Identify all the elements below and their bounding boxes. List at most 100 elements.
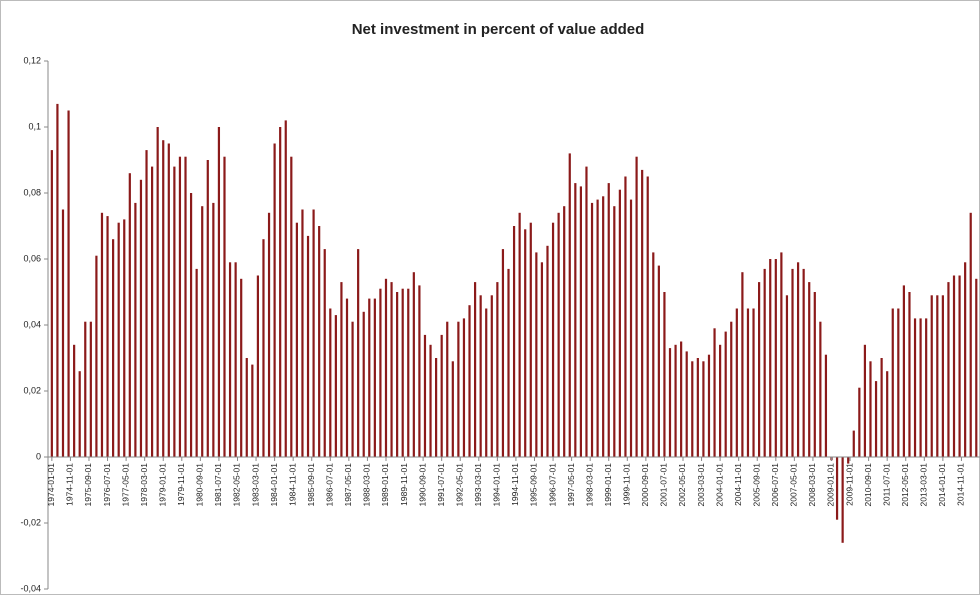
x-tick-label: 1984-11-01 bbox=[287, 463, 297, 506]
bar bbox=[941, 295, 944, 457]
x-tick-label: 2008-03-01 bbox=[807, 463, 817, 507]
x-tick-label: 1979-01-01 bbox=[157, 463, 167, 507]
bar bbox=[557, 212, 560, 457]
bar bbox=[273, 143, 276, 457]
x-tick-label: 1995-09-01 bbox=[529, 463, 539, 507]
bar bbox=[334, 315, 337, 457]
bar bbox=[969, 212, 972, 457]
x-tick-label: 1989-11-01 bbox=[399, 463, 409, 506]
bar bbox=[462, 318, 466, 457]
bar bbox=[975, 278, 978, 457]
bar bbox=[713, 328, 716, 457]
bar bbox=[396, 292, 399, 457]
bar bbox=[390, 282, 393, 457]
bar bbox=[357, 249, 360, 457]
bar bbox=[73, 344, 76, 457]
bar bbox=[663, 292, 666, 457]
bar bbox=[668, 348, 672, 457]
bar bbox=[936, 295, 939, 457]
x-tick-label: 2006-07-01 bbox=[770, 463, 780, 507]
bar bbox=[607, 183, 610, 457]
bar bbox=[195, 268, 198, 457]
bar bbox=[100, 212, 104, 457]
x-tick-label: 2002-05-01 bbox=[677, 463, 687, 507]
bar bbox=[618, 189, 621, 457]
bar bbox=[84, 321, 87, 457]
bar bbox=[61, 209, 65, 457]
bar bbox=[184, 156, 187, 457]
bar bbox=[217, 127, 221, 457]
bar bbox=[167, 143, 170, 457]
bar bbox=[451, 361, 454, 457]
bar bbox=[930, 295, 933, 457]
y-tick-label: 0,02 bbox=[23, 385, 41, 395]
bar bbox=[496, 282, 499, 457]
bar bbox=[373, 298, 376, 457]
x-tick-label: 1998-03-01 bbox=[584, 463, 594, 507]
bar bbox=[178, 156, 182, 457]
bar bbox=[919, 318, 922, 457]
bar bbox=[435, 358, 438, 457]
bar bbox=[652, 252, 655, 457]
bar bbox=[902, 285, 905, 457]
bar bbox=[78, 371, 81, 457]
x-tick-label: 2009-11-01 bbox=[844, 463, 854, 506]
bar bbox=[685, 351, 688, 457]
x-tick-label: 2005-09-01 bbox=[751, 463, 761, 507]
x-tick-label: 1981-07-01 bbox=[213, 463, 223, 507]
bar bbox=[824, 354, 828, 457]
bar bbox=[769, 259, 772, 457]
bar bbox=[841, 457, 844, 543]
bar bbox=[95, 255, 98, 457]
bar bbox=[67, 110, 70, 457]
bar bbox=[741, 272, 744, 457]
bar bbox=[362, 311, 365, 457]
bar bbox=[791, 268, 794, 457]
x-tick-label: 1999-11-01 bbox=[622, 463, 632, 506]
bar bbox=[345, 298, 349, 457]
bar bbox=[128, 173, 131, 457]
bar bbox=[813, 292, 816, 457]
bar bbox=[340, 282, 343, 457]
bar bbox=[691, 361, 694, 457]
bar bbox=[429, 344, 432, 457]
bar bbox=[752, 308, 755, 457]
bar bbox=[635, 156, 638, 457]
bar bbox=[329, 308, 332, 457]
bar bbox=[418, 285, 421, 457]
bar bbox=[863, 344, 867, 457]
x-tick-label: 2009-01-01 bbox=[826, 463, 836, 507]
x-tick-label: 2011-07-01 bbox=[881, 463, 891, 506]
bar bbox=[674, 344, 677, 457]
x-tick-label: 2003-03-01 bbox=[696, 463, 706, 507]
bar bbox=[507, 268, 510, 457]
x-tick-label: 2007-05-01 bbox=[789, 463, 799, 507]
bar bbox=[518, 212, 521, 457]
bar bbox=[657, 265, 660, 457]
bar bbox=[290, 156, 293, 457]
bar bbox=[351, 321, 354, 457]
bar bbox=[112, 239, 115, 457]
bar bbox=[440, 334, 443, 457]
bar bbox=[724, 331, 727, 457]
x-tick-label: 1999-01-01 bbox=[603, 463, 613, 507]
x-tick-label: 1980-09-01 bbox=[195, 463, 205, 507]
bar bbox=[680, 341, 683, 457]
bar bbox=[613, 206, 616, 457]
bar bbox=[719, 344, 722, 457]
bar bbox=[501, 249, 505, 457]
x-tick-label: 1996-07-01 bbox=[547, 463, 557, 507]
bar bbox=[479, 295, 482, 457]
bar bbox=[774, 259, 777, 457]
y-tick-label: 0 bbox=[36, 451, 41, 461]
bar bbox=[707, 354, 711, 457]
bar bbox=[284, 120, 287, 458]
bar bbox=[646, 176, 649, 457]
y-tick-label: 0,12 bbox=[23, 55, 41, 65]
bar bbox=[306, 235, 310, 457]
bar bbox=[323, 249, 326, 457]
bar bbox=[379, 288, 382, 457]
x-tick-label: 2004-11-01 bbox=[733, 463, 743, 506]
bar bbox=[256, 275, 260, 457]
bar bbox=[251, 364, 254, 457]
